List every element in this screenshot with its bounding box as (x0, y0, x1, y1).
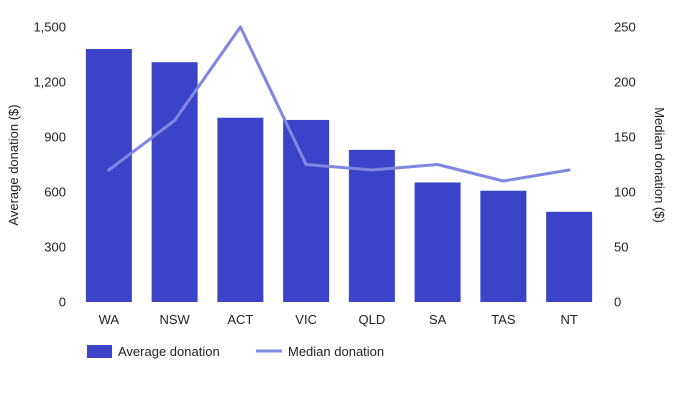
x-tick-label: ACT (227, 312, 253, 327)
y2-tick-label: 200 (614, 75, 636, 90)
line-point (173, 119, 176, 122)
line-point (502, 180, 505, 183)
median-line (107, 25, 571, 183)
y2-axis-title: Median donation ($) (652, 107, 667, 223)
y-axis-title: Average donation ($) (6, 104, 21, 225)
x-tick-label: SA (429, 312, 447, 327)
line-series (107, 25, 571, 183)
x-tick-label: TAS (491, 312, 516, 327)
bar (85, 49, 132, 302)
left-axis-ticks: 0 300 600 900 1,200 1,500 (33, 20, 66, 310)
y-tick-label: 300 (44, 240, 66, 255)
x-tick-label: VIC (295, 312, 317, 327)
y-tick-label: 1,200 (33, 75, 66, 90)
line-point (370, 169, 373, 172)
line-point (436, 163, 439, 166)
y2-tick-label: 100 (614, 185, 636, 200)
legend-label-median: Median donation (288, 344, 384, 359)
y-tick-label: 600 (44, 185, 66, 200)
x-tick-label: QLD (359, 312, 386, 327)
y2-tick-label: 150 (614, 130, 636, 145)
bar-series (85, 49, 593, 303)
bar (546, 211, 593, 302)
bar (414, 182, 461, 302)
y2-tick-label: 0 (614, 295, 621, 310)
line-point (107, 169, 110, 172)
y-tick-label: 1,500 (33, 20, 66, 35)
legend: Average donation Median donation (87, 344, 384, 359)
line-point (305, 163, 308, 166)
y-tick-label: 0 (59, 295, 66, 310)
bar (151, 62, 198, 303)
y2-tick-label: 50 (614, 240, 628, 255)
x-tick-label: WA (99, 312, 120, 327)
bar (283, 119, 330, 302)
y2-tick-label: 250 (614, 20, 636, 35)
right-axis-ticks: 0 50 100 150 200 250 (614, 20, 636, 310)
x-tick-label: NSW (159, 312, 190, 327)
legend-swatch-average (87, 345, 112, 358)
bar (217, 117, 264, 302)
y-tick-label: 900 (44, 130, 66, 145)
x-tick-label: NT (560, 312, 577, 327)
line-point (568, 169, 571, 172)
line-point (239, 26, 242, 29)
legend-label-average: Average donation (118, 344, 220, 359)
x-axis-ticks: WA NSW ACT VIC QLD SA TAS NT (99, 312, 578, 327)
bar (480, 190, 527, 302)
bar (348, 149, 395, 302)
